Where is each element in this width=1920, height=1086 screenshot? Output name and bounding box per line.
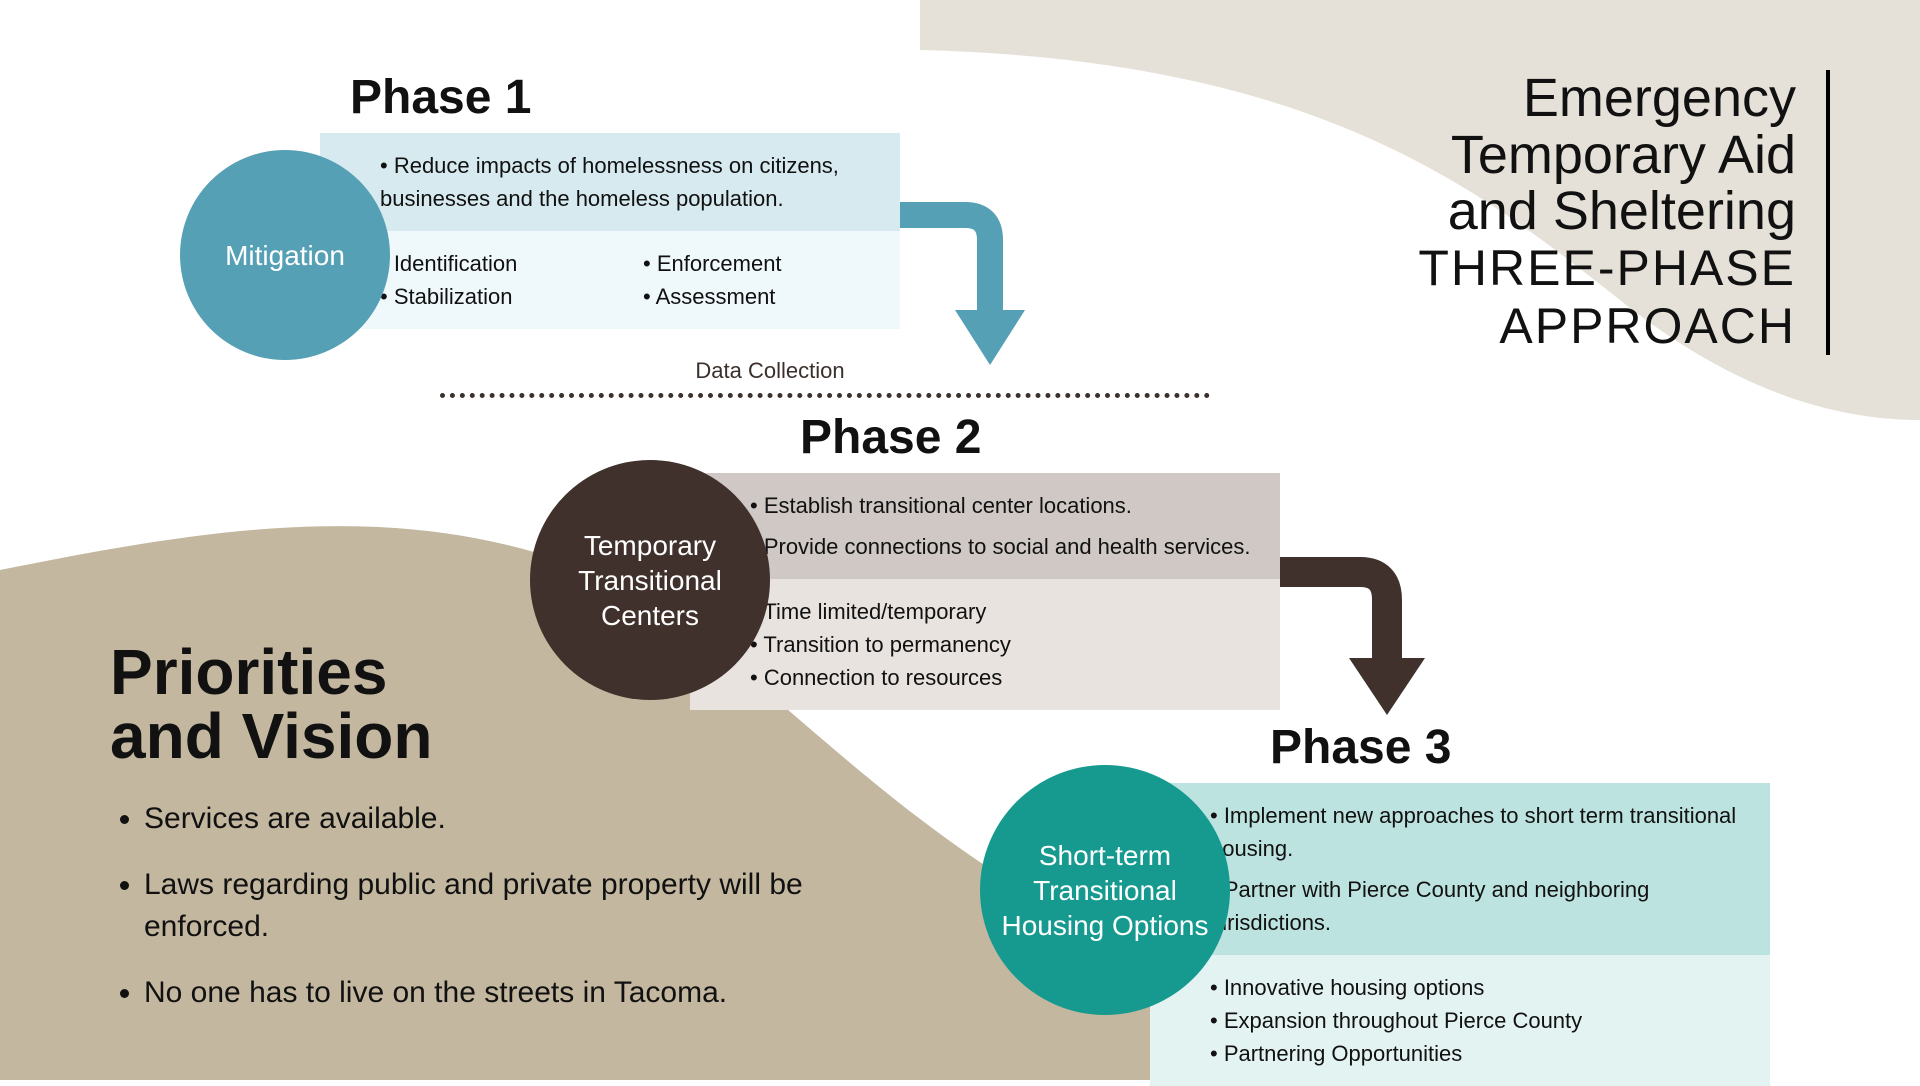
phase-3-bullets: • Innovative housing options • Expansion… [1150,955,1770,1086]
phase-3-line: • Partner with Pierce County and neighbo… [1210,873,1746,939]
main-title: Emergency Temporary Aid and Sheltering T… [1418,70,1830,355]
phase-3-circle: Short-term Transitional Housing Options [980,765,1230,1015]
title-subline: THREE-PHASE [1418,240,1796,298]
title-line: Temporary Aid [1418,127,1796,184]
phase-2-title: Phase 2 [800,410,1280,465]
phase-2-description: • Establish transitional center location… [690,473,1280,579]
phase-2-line: • Establish transitional center location… [750,489,1256,522]
phase-2-bullet: • Transition to permanency [750,628,1256,661]
title-subline: APPROACH [1418,298,1796,356]
phase-1-bullets: • Identification • Stabilization • Enfor… [320,231,900,329]
phase-1-circle: Mitigation [180,150,390,360]
priorities-item: Services are available. [144,798,810,840]
phase-2-circle: Temporary Transitional Centers [530,460,770,700]
priorities-item: No one has to live on the streets in Tac… [144,972,810,1014]
phase-2-circle-label: Temporary Transitional Centers [540,528,760,633]
phase-2-bullets: • Time limited/temporary • Transition to… [690,579,1280,710]
title-line: and Sheltering [1418,183,1796,240]
phase-2-bullet: • Time limited/temporary [750,595,1256,628]
phase-1-bullet: • Identification [380,247,613,280]
phase-1-bullet: • Assessment [643,280,876,313]
phase-3-bullet: • Expansion throughout Pierce County [1210,1004,1746,1037]
phase-2: Phase 2 • Establish transitional center … [530,410,1300,730]
phase-3-bullet: • Innovative housing options [1210,971,1746,1004]
phase-1-bullet: • Enforcement [643,247,876,280]
phase-3: Phase 3 • Implement new approaches to sh… [980,720,1800,1060]
phase-1-bullet: • Stabilization [380,280,613,313]
phase-3-description: • Implement new approaches to short term… [1150,783,1770,955]
phase-1: Phase 1 • Reduce impacts of homelessness… [180,70,920,370]
title-line: Emergency [1418,70,1796,127]
phase-1-circle-label: Mitigation [225,238,345,273]
phase-divider [440,393,1210,398]
phase-2-bullet: • Connection to resources [750,661,1256,694]
phase-3-title: Phase 3 [1270,720,1770,775]
phase-2-line: • Provide connections to social and heal… [750,530,1256,563]
priorities-list: Services are available. Laws regarding p… [110,798,810,1014]
phase-3-bullet: • Partnering Opportunities [1210,1037,1746,1070]
phase-1-title: Phase 1 [350,70,900,125]
phase-3-circle-label: Short-term Transitional Housing Options [990,838,1220,943]
phase-1-description: • Reduce impacts of homelessness on citi… [320,133,900,231]
phase-3-line: • Implement new approaches to short term… [1210,799,1746,865]
priorities-item: Laws regarding public and private proper… [144,864,810,948]
